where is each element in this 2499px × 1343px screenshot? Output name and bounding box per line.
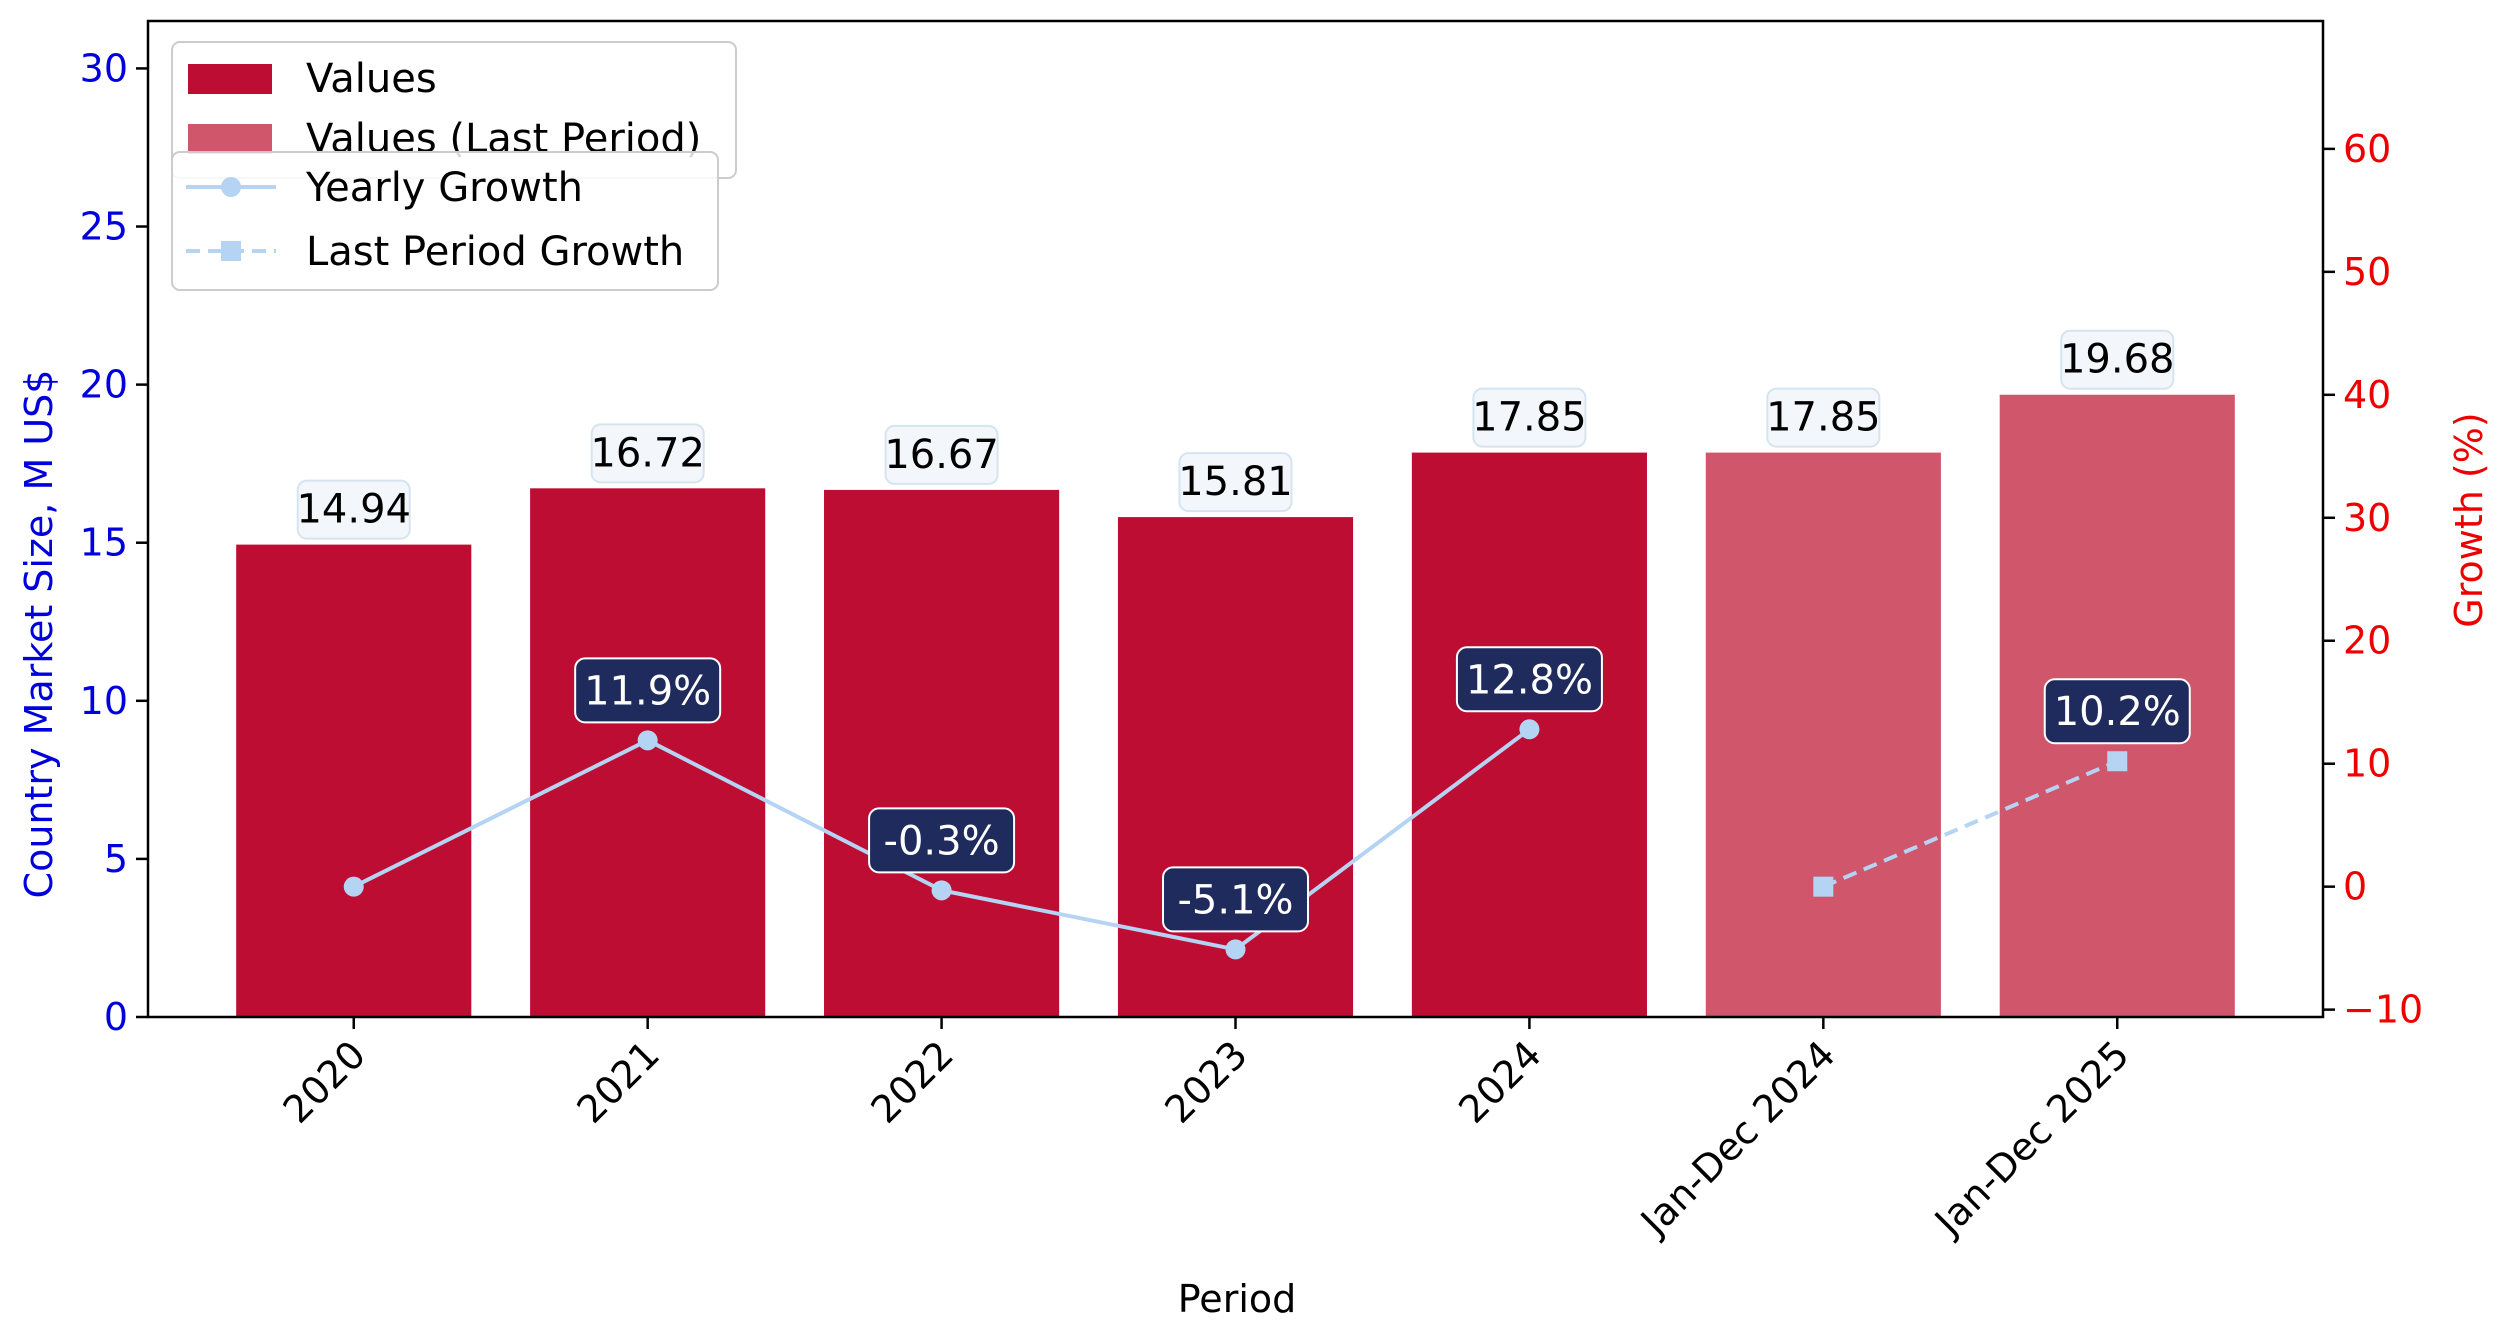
value-label-box-5: [1766, 387, 1881, 448]
y-tick-label-right-0: −10: [2343, 988, 2423, 1032]
yearly-growth-marker-3: [1225, 939, 1246, 960]
growth-label-3: -5.1%: [1177, 877, 1293, 923]
y-tick-label-left-3: 15: [80, 521, 128, 565]
legend-label-values: Values: [306, 56, 437, 102]
value-label-0: 14.94: [296, 487, 411, 533]
growth-label-box-3: [1162, 866, 1309, 933]
growth-label-box-6: [2043, 678, 2191, 745]
y-axis-label-left: Country Market Size, M US$: [17, 370, 61, 899]
x-tick-label-2: 2022: [862, 1032, 962, 1132]
legend-marker-last-period: [221, 241, 241, 261]
last-period-growth-marker-5: [1813, 876, 1834, 897]
value-label-box-1: [590, 423, 705, 484]
growth-label-1: 11.9%: [584, 668, 711, 714]
x-tick-label-0: 2020: [275, 1032, 375, 1132]
y-tick-label-right-6: 50: [2343, 250, 2391, 294]
value-label-box-3: [1178, 452, 1293, 513]
y-tick-label-right-7: 60: [2343, 127, 2391, 171]
y-axis-label-right: Growth (%): [2447, 412, 2491, 627]
y-tick-label-right-2: 10: [2343, 742, 2391, 786]
growth-label-box-1: [574, 657, 722, 724]
x-tick-label-6: Jan-Dec 2025: [1925, 1032, 2138, 1245]
y-tick-label-left-4: 20: [80, 363, 128, 407]
legend-marker-yearly: [221, 177, 241, 197]
x-tick-label-1: 2021: [569, 1032, 669, 1132]
value-label-3: 15.81: [1178, 459, 1293, 505]
y-tick-label-right-3: 20: [2343, 619, 2391, 663]
value-label-1: 16.72: [590, 430, 705, 476]
value-label-4: 17.85: [1472, 395, 1587, 441]
y-tick-label-right-1: 0: [2343, 865, 2367, 909]
growth-label-box-4: [1455, 646, 1603, 713]
yearly-growth-marker-2: [931, 880, 952, 901]
bar-last-period-5: [1705, 452, 1941, 1018]
y-tick-label-right-4: 30: [2343, 496, 2391, 540]
bar-values-0: [236, 544, 472, 1017]
y-tick-label-right-5: 40: [2343, 373, 2391, 417]
legend-swatch-last-period: [188, 124, 272, 154]
growth-label-6: 10.2%: [2054, 689, 2181, 735]
y-tick-label-left-5: 25: [80, 205, 128, 249]
value-label-2: 16.67: [884, 432, 999, 478]
legend-box-lines: [171, 151, 719, 291]
yearly-growth-marker-4: [1519, 719, 1540, 740]
value-label-5: 17.85: [1766, 395, 1881, 441]
y-tick-label-left-6: 30: [80, 46, 128, 90]
bar-values-2: [824, 489, 1060, 1017]
legend-label-last-period-growth: Last Period Growth: [306, 229, 684, 275]
y-tick-label-left-0: 0: [104, 995, 128, 1039]
value-label-6: 19.68: [2060, 337, 2175, 383]
legend-swatch-values: [188, 64, 272, 94]
last-period-growth-marker-6: [2107, 751, 2128, 772]
x-axis-label: Period: [1178, 1277, 1297, 1321]
x-tick-label-5: Jan-Dec 2024: [1631, 1032, 1844, 1245]
yearly-growth-marker-0: [343, 876, 364, 897]
yearly-growth-marker-1: [637, 730, 658, 751]
bar-values-1: [530, 488, 766, 1017]
y-tick-label-left-1: 5: [104, 837, 128, 881]
value-label-box-0: [296, 479, 411, 540]
value-label-box-6: [2060, 329, 2175, 390]
x-tick-label-3: 2023: [1156, 1032, 1256, 1132]
growth-label-4: 12.8%: [1466, 657, 1593, 703]
growth-label-2: -0.3%: [884, 818, 1000, 864]
last-period-growth-line: [1822, 759, 2119, 889]
growth-label-box-2: [868, 807, 1016, 874]
value-label-box-4: [1472, 387, 1587, 448]
value-label-box-2: [884, 424, 999, 485]
legend-label-yearly: Yearly Growth: [305, 165, 583, 211]
y-tick-label-left-2: 10: [80, 679, 128, 723]
x-tick-label-4: 2024: [1450, 1032, 1550, 1132]
